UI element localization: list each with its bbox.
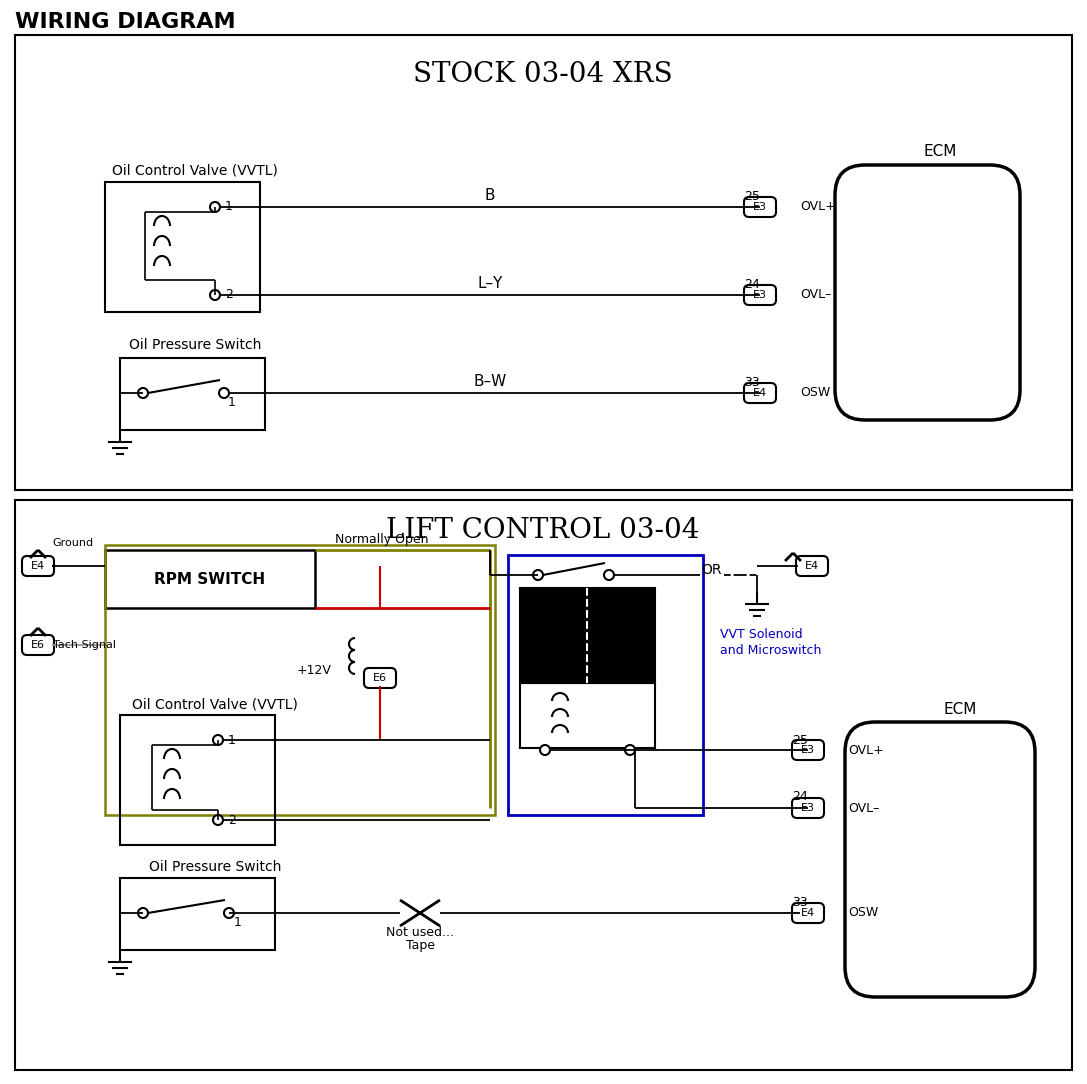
Bar <box>120 715 275 846</box>
Text: E3: E3 <box>801 803 815 813</box>
Text: 24: 24 <box>792 790 808 803</box>
Circle shape <box>625 745 635 754</box>
Text: E4: E4 <box>30 562 45 571</box>
Circle shape <box>224 908 234 918</box>
Text: STOCK 03-04 XRS: STOCK 03-04 XRS <box>413 62 673 89</box>
Text: OSW: OSW <box>848 906 878 919</box>
Bar <box>105 550 315 608</box>
Text: 1: 1 <box>225 201 233 214</box>
Text: and Microswitch: and Microswitch <box>720 644 822 657</box>
Text: OVL+: OVL+ <box>800 201 836 214</box>
Text: E4: E4 <box>753 388 767 398</box>
Circle shape <box>138 908 148 918</box>
Bar <box>105 545 495 815</box>
Text: Oil Control Valve (VVTL): Oil Control Valve (VVTL) <box>112 163 278 177</box>
Text: OVL–: OVL– <box>800 288 832 301</box>
Text: E3: E3 <box>801 745 815 754</box>
Text: E6: E6 <box>32 640 45 650</box>
Circle shape <box>138 388 148 398</box>
Circle shape <box>213 735 223 745</box>
Circle shape <box>210 291 220 300</box>
Text: +12V: +12V <box>297 663 332 676</box>
FancyBboxPatch shape <box>744 285 776 305</box>
FancyBboxPatch shape <box>22 556 54 576</box>
Text: OSW: OSW <box>800 387 830 400</box>
Text: 25: 25 <box>792 734 808 747</box>
Text: ECM: ECM <box>923 144 957 159</box>
Bar <box>120 878 275 950</box>
FancyBboxPatch shape <box>364 668 396 688</box>
Text: E3: E3 <box>753 202 767 212</box>
Circle shape <box>210 202 220 212</box>
Text: 33: 33 <box>745 376 760 389</box>
Text: L–Y: L–Y <box>477 276 502 292</box>
Text: E4: E4 <box>801 908 815 918</box>
Text: Oil Control Valve (VVTL): Oil Control Valve (VVTL) <box>132 698 298 712</box>
Text: OVL+: OVL+ <box>848 744 884 757</box>
Text: B: B <box>485 189 496 204</box>
Circle shape <box>218 388 229 398</box>
Bar <box>15 35 1072 490</box>
FancyBboxPatch shape <box>22 635 54 655</box>
Text: Oil Pressure Switch: Oil Pressure Switch <box>149 860 282 874</box>
Text: Tape: Tape <box>405 939 435 952</box>
Circle shape <box>213 815 223 825</box>
Text: E6: E6 <box>373 673 387 683</box>
Text: 33: 33 <box>792 895 808 908</box>
Text: B–W: B–W <box>473 374 507 389</box>
FancyBboxPatch shape <box>796 556 828 576</box>
Text: 2: 2 <box>225 288 233 301</box>
Text: 24: 24 <box>745 278 760 291</box>
Text: Oil Pressure Switch: Oil Pressure Switch <box>129 338 261 352</box>
Bar <box>508 555 703 815</box>
Text: VVT Solenoid: VVT Solenoid <box>720 629 802 642</box>
Text: Tach Signal: Tach Signal <box>53 640 116 650</box>
Text: 2: 2 <box>228 813 236 826</box>
Text: E3: E3 <box>753 291 767 300</box>
Text: E4: E4 <box>805 562 820 571</box>
Bar <box>15 500 1072 1070</box>
FancyBboxPatch shape <box>792 903 824 922</box>
Text: WIRING DIAGRAM: WIRING DIAGRAM <box>15 12 236 33</box>
Circle shape <box>604 570 614 580</box>
Text: LIFT CONTROL 03-04: LIFT CONTROL 03-04 <box>386 516 700 543</box>
FancyBboxPatch shape <box>792 798 824 818</box>
Text: 1: 1 <box>234 916 242 929</box>
Circle shape <box>540 745 550 754</box>
Text: ECM: ECM <box>944 702 977 718</box>
Bar <box>520 588 655 683</box>
Bar <box>520 683 655 748</box>
Text: 25: 25 <box>745 191 760 204</box>
Text: Not used...: Not used... <box>386 926 454 939</box>
Text: Normally Open: Normally Open <box>335 533 428 546</box>
Text: OR: OR <box>702 563 722 577</box>
Text: 1: 1 <box>228 397 236 410</box>
Text: 1: 1 <box>228 734 236 747</box>
Text: Ground: Ground <box>52 538 93 549</box>
FancyBboxPatch shape <box>744 197 776 217</box>
Bar <box>105 182 260 312</box>
Text: OVL–: OVL– <box>848 801 879 814</box>
FancyBboxPatch shape <box>744 383 776 403</box>
Bar <box>120 358 265 430</box>
Text: RPM SWITCH: RPM SWITCH <box>154 571 265 586</box>
FancyBboxPatch shape <box>792 740 824 760</box>
Circle shape <box>533 570 544 580</box>
